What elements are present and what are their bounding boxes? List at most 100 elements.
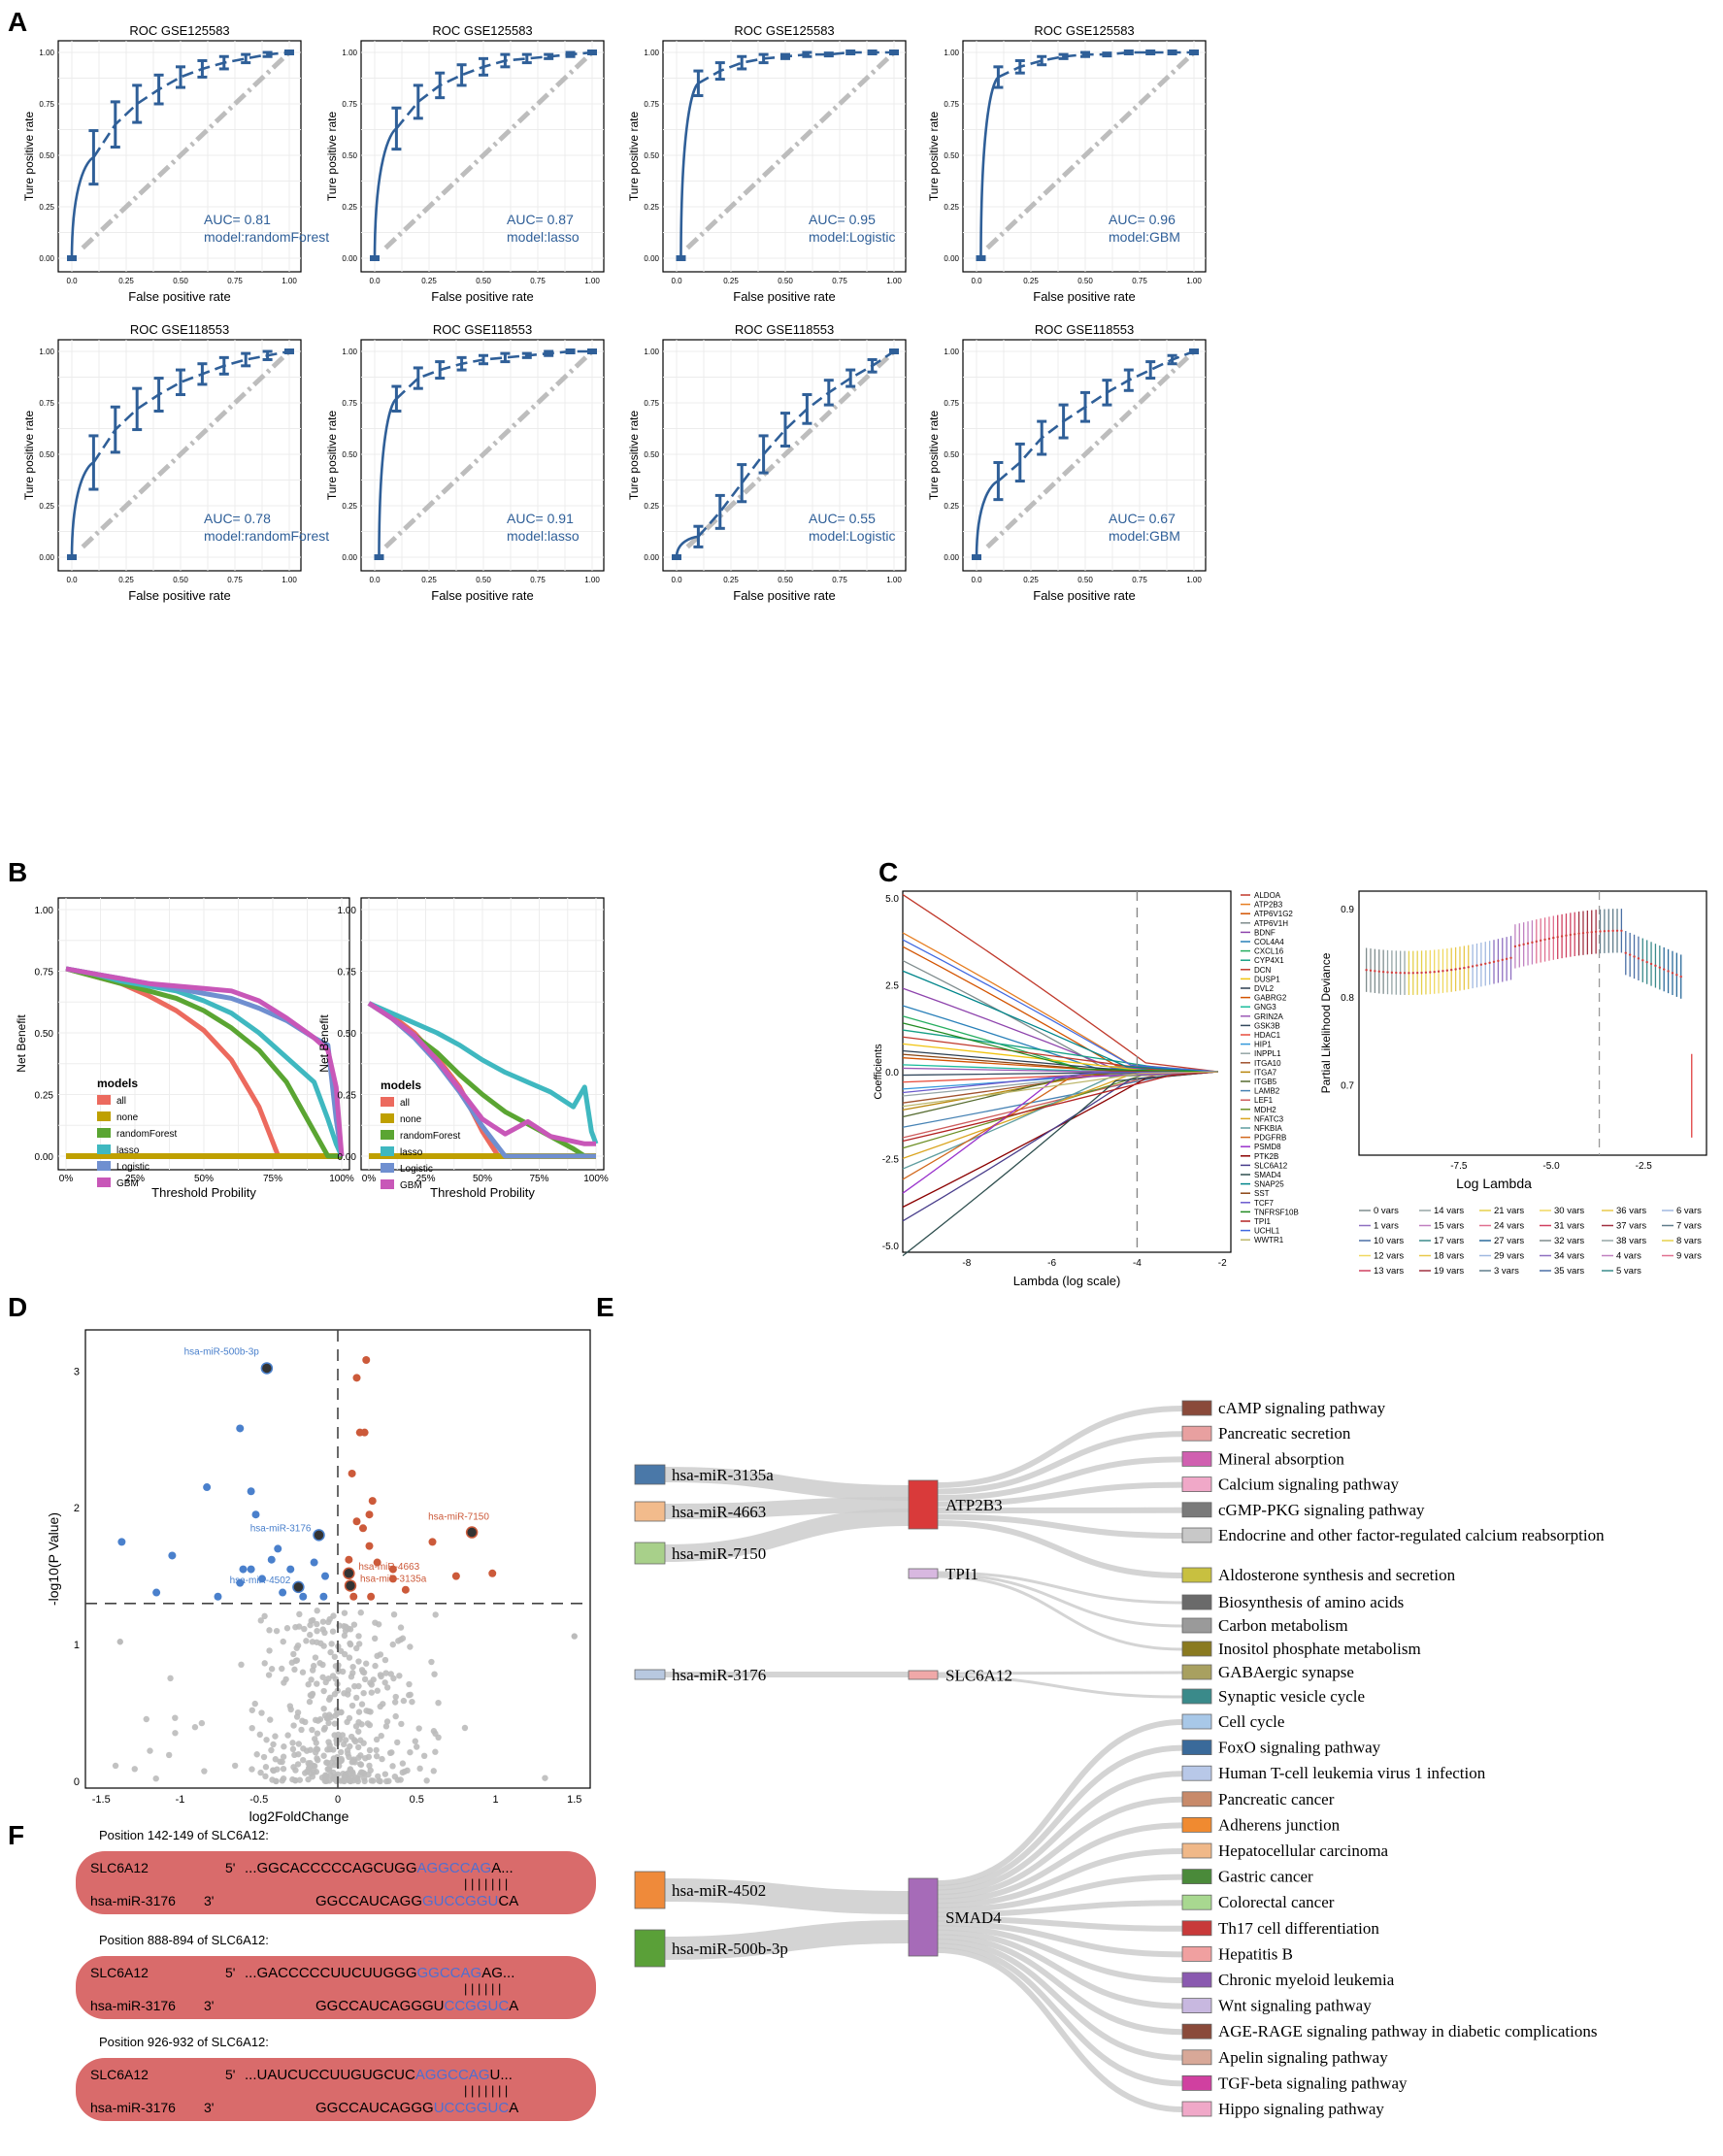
volcano-point-ns xyxy=(286,1703,293,1709)
pathway-node xyxy=(1181,1617,1212,1634)
y-tick-label: 0.50 xyxy=(944,450,959,459)
vars-legend-label: 18 vars xyxy=(1434,1251,1464,1262)
volcano-point-ns xyxy=(355,1728,362,1735)
vars-legend-label: 19 vars xyxy=(1434,1266,1464,1277)
pathway-label: Mineral absorption xyxy=(1218,1449,1344,1468)
pathway-label: Biosynthesis of amino acids xyxy=(1218,1593,1404,1611)
gene-legend-label: ALDOA xyxy=(1254,891,1281,900)
volcano-point-highlight xyxy=(292,1580,305,1594)
volcano-label: hsa-miR-4502 xyxy=(230,1576,291,1586)
gene-legend-label: SNAP25 xyxy=(1254,1180,1284,1189)
auc-label: AUC= 0.67 xyxy=(1109,511,1176,526)
roc-point xyxy=(976,255,986,261)
volcano-point-ns xyxy=(355,1633,362,1640)
x-axis-label: False positive rate xyxy=(733,289,836,304)
legend-swatch-gbm xyxy=(381,1179,394,1189)
x-tick-label: 0.25 xyxy=(723,576,739,584)
volcano-point-up xyxy=(352,1374,361,1382)
volcano-point-down xyxy=(236,1578,245,1587)
alignment-mirna-prime: 3' xyxy=(204,1893,214,1908)
volcano-point-ns xyxy=(358,1701,366,1708)
coef-path xyxy=(902,939,1218,1073)
alignment-mirna-name: hsa-miR-3176 xyxy=(90,1893,176,1908)
alignment-gene-name: SLC6A12 xyxy=(90,1860,149,1875)
sankey-flow xyxy=(937,1675,1183,1699)
y-tick-label: 0.75 xyxy=(35,968,54,978)
y-tick-label: 0.9 xyxy=(1341,905,1354,915)
model-label: model:GBM xyxy=(1109,229,1180,245)
y-tick-label: 0.50 xyxy=(39,450,54,459)
coef-path xyxy=(902,1022,1218,1073)
roc-title: ROC GSE125583 xyxy=(432,23,532,38)
volcano-point-ns xyxy=(398,1720,405,1728)
mirna-seq-pre: GGCCAUCAGGG xyxy=(315,2100,434,2116)
gene-legend-label: PTK2B xyxy=(1254,1152,1278,1161)
volcano-point-ns xyxy=(329,1628,337,1635)
volcano-point-ns xyxy=(360,1689,367,1697)
volcano-point-ns xyxy=(365,1771,372,1778)
auc-label: AUC= 0.81 xyxy=(204,212,271,227)
roc-point xyxy=(845,50,856,55)
cv-point xyxy=(1671,972,1674,975)
volcano-point-ns xyxy=(294,1642,302,1649)
gene-legend-label: LAMB2 xyxy=(1254,1087,1280,1096)
model-label: model:randomForest xyxy=(204,229,329,245)
legend-swatch-none xyxy=(97,1111,111,1121)
volcano-point-ns xyxy=(392,1712,399,1720)
gene-legend-label: SMAD4 xyxy=(1254,1171,1281,1179)
panel-f-alignments: Position 142-149 of SLC6A12: SLC6A12 5'...… xyxy=(76,1828,596,2121)
dca-line-gbm xyxy=(367,1001,596,1146)
roc-title: ROC GSE118553 xyxy=(735,322,834,337)
x-tick-label: 0.5 xyxy=(410,1794,424,1806)
coef-path xyxy=(902,1071,1218,1194)
volcano-point-ns xyxy=(420,1752,428,1760)
cv-point xyxy=(1408,972,1410,975)
model-label: model:randomForest xyxy=(204,528,329,544)
x-tick-label: 1.00 xyxy=(584,277,600,285)
panel-d-volcano: hsa-miR-500b-3p hsa-miR-3176 hsa-miR-4502 h… xyxy=(46,1329,591,1824)
y-tick-label: 1.00 xyxy=(342,348,357,356)
volcano-point-ns xyxy=(373,1736,381,1743)
roc-point xyxy=(1189,50,1199,55)
roc-point xyxy=(1167,50,1177,55)
sankey-flow xyxy=(937,1848,1183,1908)
auc-label: AUC= 0.55 xyxy=(809,511,876,526)
legend-swatch-lasso xyxy=(97,1144,111,1154)
volcano-point-ns xyxy=(256,1731,264,1739)
volcano-point-ns xyxy=(571,1633,578,1640)
sankey-flow xyxy=(937,1925,1183,1983)
dca-line-gbm xyxy=(65,966,345,1157)
volcano-point-ns xyxy=(330,1612,337,1619)
pathway-node xyxy=(1181,1791,1212,1808)
y-axis-label: Ture positive rate xyxy=(627,112,641,202)
volcano-point-up xyxy=(367,1592,376,1601)
y-tick-label: 0.75 xyxy=(338,968,357,978)
alignment-mirna-name: hsa-miR-3176 xyxy=(90,1998,176,2013)
volcano-point-ns xyxy=(347,1640,353,1647)
vars-legend-label: 35 vars xyxy=(1554,1266,1584,1277)
volcano-point-ns xyxy=(383,1684,391,1691)
coef-path xyxy=(902,1064,1218,1073)
mirna-seq-match: CCGGUC xyxy=(445,1998,510,2014)
volcano-point-down xyxy=(247,1487,255,1496)
cv-point xyxy=(1399,971,1402,975)
vars-legend-label: 32 vars xyxy=(1554,1236,1584,1246)
sankey-flow xyxy=(937,1571,1183,1605)
alignment-position: Position 888-894 of SLC6A12: xyxy=(99,1933,269,1947)
x-tick-label: 0.75 xyxy=(1132,576,1147,584)
volcano-point-ns xyxy=(394,1739,401,1746)
volcano-point-ns xyxy=(314,1620,320,1628)
roc-curve-solid xyxy=(675,535,699,558)
y-tick-label: 3 xyxy=(74,1366,80,1377)
cv-point xyxy=(1411,972,1414,975)
volcano-point-up xyxy=(352,1517,361,1526)
volcano-point-ns xyxy=(350,1621,358,1628)
volcano-point-ns xyxy=(373,1746,380,1754)
volcano-point-ns xyxy=(356,1772,364,1778)
roc-curve-solid xyxy=(679,82,700,259)
coef-path xyxy=(902,932,1218,1073)
x-tick-label: 0.0 xyxy=(971,576,982,584)
cv-point xyxy=(1441,970,1444,973)
volcano-point-ns xyxy=(325,1739,332,1745)
cv-point xyxy=(1374,970,1376,973)
